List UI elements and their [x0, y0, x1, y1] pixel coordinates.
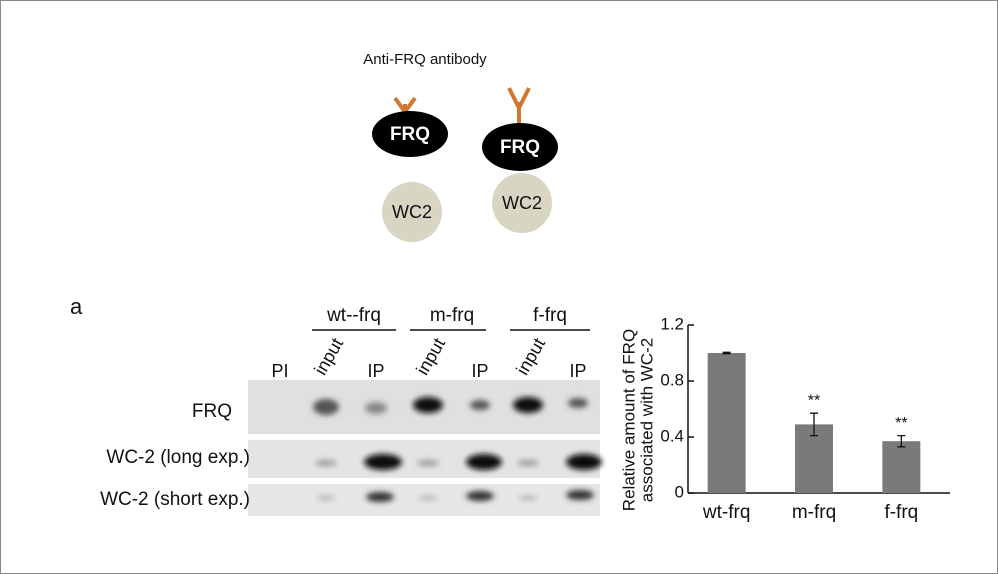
wc2-label: WC2 [392, 202, 432, 222]
wc2-label: WC2 [502, 193, 542, 213]
y-tick-label: 0 [675, 482, 684, 501]
lane-label: IP [569, 361, 586, 381]
row-label: FRQ [192, 401, 232, 422]
blot-strip [248, 440, 600, 478]
antibody-label: Anti-FRQ antibody [363, 51, 487, 68]
bands [313, 397, 602, 502]
wc2-shape [382, 182, 442, 242]
group-label: f-frq [533, 305, 567, 326]
row-label: WC-2 (short exp.) [100, 489, 250, 510]
blot-strip [248, 484, 600, 516]
frq-shape [372, 111, 448, 157]
group-headers: wt--frq m-frq f-frq [326, 305, 567, 326]
significance: ** [895, 415, 907, 432]
bar [882, 441, 921, 493]
frq-shape [482, 123, 558, 171]
wc2-shape [492, 173, 552, 233]
lane-label: IP [367, 361, 384, 381]
error-bar [810, 412, 818, 437]
error-bar [722, 351, 731, 355]
x-tick-label: wt-frq [702, 502, 751, 523]
x-tick-label: m-frq [792, 502, 836, 523]
y-tick-label: 0.8 [660, 370, 684, 389]
frq-label: FRQ [500, 137, 540, 158]
y-tick-label: 0.4 [660, 426, 684, 445]
x-tick-label: f-frq [884, 502, 918, 523]
bar-chart: 0 0.4 0.8 1.2 Relative amount of FRQ associat… [619, 314, 950, 523]
row-label: WC-2 (long exp.) [106, 447, 250, 468]
y-axis-label: associated with WC-2 [637, 338, 656, 502]
y-tick-label: 1.2 [660, 314, 684, 333]
y-axis-label: Relative amount of FRQ [619, 329, 638, 511]
group-label: wt--frq [326, 305, 381, 326]
frq-label: FRQ [390, 124, 430, 145]
lane-label: IP [471, 361, 488, 381]
bar [707, 353, 746, 493]
panel-label: a [70, 294, 83, 319]
error-bar [897, 434, 906, 448]
lane-label: PI [271, 361, 288, 381]
significance: ** [808, 392, 820, 409]
group-label: m-frq [430, 305, 474, 326]
